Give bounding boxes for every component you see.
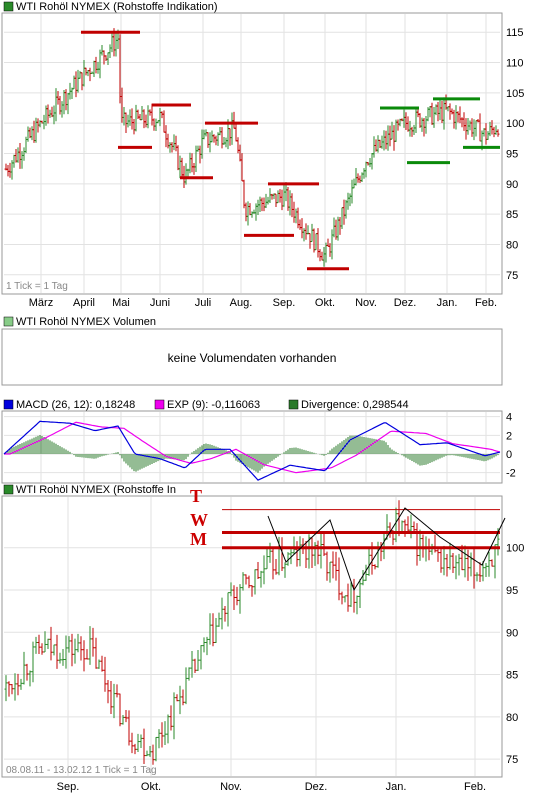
x-tick-label: Nov. [220, 781, 242, 793]
x-tick-label: Sep. [273, 297, 296, 309]
y-tick-label: 95 [506, 585, 518, 597]
y-tick-label: 100 [506, 543, 524, 555]
ema-legend: EXP (9): -0,116063 [167, 399, 260, 411]
panel1-y-ticks: 75 80 85 90 95 100 105 110 115 [506, 27, 524, 282]
panel1-levels [81, 30, 500, 271]
y-tick-label: 2 [506, 430, 512, 442]
y-tick-label: 90 [506, 179, 518, 191]
panel-price-1y: WTI Rohöl NYMEX (Rohstoffe Indikation) 7… [1, 1, 524, 309]
panel4-bars [4, 500, 500, 765]
y-tick-label: 80 [506, 712, 518, 724]
y-tick-label: 75 [506, 270, 518, 282]
panel1-frame [1, 12, 503, 295]
panel1-x-ticks: März April Mai Juni Juli Aug. Sep. Okt. Nov. Dez.… [29, 297, 497, 309]
legend-swatch-icon [154, 399, 165, 410]
legend-swatch-icon [3, 399, 14, 410]
x-tick-label: Jan. [437, 297, 458, 309]
x-tick-label: Juli [195, 297, 212, 309]
panel4-frame [1, 495, 503, 778]
panel-price-6m: WTI Rohöl NYMEX (Rohstoffe In T W M 75 80… [1, 484, 524, 793]
x-tick-label: März [29, 297, 53, 309]
panel1-title: WTI Rohöl NYMEX (Rohstoffe Indikation) [16, 1, 218, 13]
panel1-footnote: 1 Tick = 1 Tag [6, 281, 68, 292]
panel2-title: WTI Rohöl NYMEX Volumen [16, 316, 156, 328]
y-tick-label: 85 [506, 670, 518, 682]
x-tick-label: Dez. [394, 297, 417, 309]
x-tick-label: April [73, 297, 95, 309]
y-tick-label: 110 [506, 58, 524, 70]
panel1-grid [4, 14, 500, 293]
y-tick-label: -2 [506, 468, 516, 480]
x-tick-label: Feb. [464, 781, 486, 793]
panel4-footnote: 08.08.11 - 13.02.12 1 Tick = 1 Tag [6, 765, 157, 776]
x-tick-label: Mai [112, 297, 130, 309]
panel4-title: WTI Rohöl NYMEX (Rohstoffe In [16, 484, 176, 496]
y-tick-label: 75 [506, 754, 518, 766]
macd-legend: MACD (26, 12): 0,18248 [16, 399, 135, 411]
zigzag-pattern-line [267, 507, 506, 592]
legend-swatch-icon [288, 399, 299, 410]
volume-empty-message: keine Volumendaten vorhanden [168, 351, 337, 365]
divergence-legend: Divergence: 0,298544 [301, 399, 409, 411]
x-tick-label: Jan. [386, 781, 407, 793]
panel1-bars [4, 28, 500, 267]
x-tick-label: Nov. [355, 297, 377, 309]
label-w: W [190, 510, 208, 530]
x-tick-label: Sep. [57, 781, 80, 793]
y-tick-label: 100 [506, 118, 524, 130]
panel4-trendlines [222, 507, 506, 592]
macd-line [3, 420, 501, 481]
panel-macd: MACD (26, 12): 0,18248 EXP (9): -0,11606… [1, 399, 516, 484]
legend-swatch-icon [3, 484, 14, 495]
panel4-y-ticks: 75 80 85 90 95 100 [506, 543, 524, 766]
y-tick-label: 105 [506, 88, 524, 100]
macd-plot: 4 2 0 -2 [3, 412, 516, 482]
label-t: T [190, 486, 202, 506]
legend-swatch-icon [3, 316, 14, 327]
panel-volume: WTI Rohöl NYMEX Volumen keine Volumendat… [1, 316, 503, 386]
x-tick-label: Aug. [230, 297, 253, 309]
label-m: M [190, 529, 207, 549]
y-tick-label: 90 [506, 627, 518, 639]
ema-line [4, 421, 501, 474]
y-tick-label: 115 [506, 27, 524, 39]
y-tick-label: 95 [506, 149, 518, 161]
y-tick-label: 80 [506, 239, 518, 251]
panel2-frame [1, 328, 503, 386]
y-tick-label: 0 [506, 449, 512, 461]
x-tick-label: Dez. [305, 781, 328, 793]
panel4-x-ticks: Sep. Okt. Nov. Dez. Jan. Feb. [57, 781, 486, 793]
legend-swatch-icon [3, 1, 14, 12]
y-tick-label: 4 [506, 412, 512, 424]
x-tick-label: Okt. [315, 297, 335, 309]
x-tick-label: Feb. [475, 297, 497, 309]
panel3-frame [1, 410, 503, 484]
x-tick-label: Okt. [141, 781, 161, 793]
y-tick-label: 85 [506, 209, 518, 221]
x-tick-label: Juni [150, 297, 170, 309]
